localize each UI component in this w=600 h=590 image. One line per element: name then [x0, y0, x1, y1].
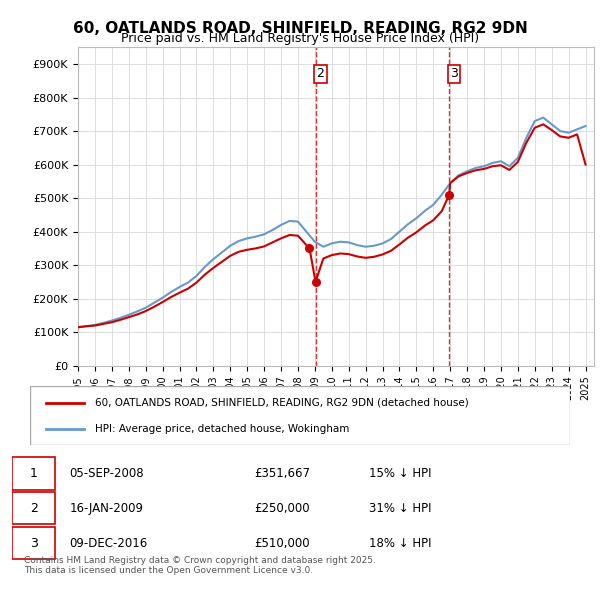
Point: [445, 190, 454, 199]
Text: 3: 3: [450, 67, 458, 80]
Text: 18% ↓ HPI: 18% ↓ HPI: [369, 536, 431, 549]
Text: £250,000: £250,000: [254, 502, 310, 514]
Text: Price paid vs. HM Land Registry's House Price Index (HPI): Price paid vs. HM Land Registry's House …: [121, 32, 479, 45]
Text: 05-SEP-2008: 05-SEP-2008: [70, 467, 144, 480]
Text: £351,667: £351,667: [254, 467, 310, 480]
Text: 60, OATLANDS ROAD, SHINFIELD, READING, RG2 9DN (detached house): 60, OATLANDS ROAD, SHINFIELD, READING, R…: [95, 398, 469, 408]
FancyBboxPatch shape: [12, 491, 55, 525]
FancyBboxPatch shape: [30, 386, 570, 445]
Text: 60, OATLANDS ROAD, SHINFIELD, READING, RG2 9DN: 60, OATLANDS ROAD, SHINFIELD, READING, R…: [73, 21, 527, 35]
Point: [305, 243, 314, 253]
Point: [311, 277, 320, 287]
Text: 2: 2: [316, 67, 324, 80]
Text: 15% ↓ HPI: 15% ↓ HPI: [369, 467, 431, 480]
Text: 1: 1: [29, 467, 38, 480]
Text: 3: 3: [29, 536, 38, 549]
Text: £510,000: £510,000: [254, 536, 310, 549]
Text: HPI: Average price, detached house, Wokingham: HPI: Average price, detached house, Woki…: [95, 424, 349, 434]
Text: 09-DEC-2016: 09-DEC-2016: [70, 536, 148, 549]
FancyBboxPatch shape: [12, 527, 55, 559]
FancyBboxPatch shape: [12, 457, 55, 490]
Text: 31% ↓ HPI: 31% ↓ HPI: [369, 502, 431, 514]
Text: 16-JAN-2009: 16-JAN-2009: [70, 502, 143, 514]
Text: 2: 2: [29, 502, 38, 514]
Text: Contains HM Land Registry data © Crown copyright and database right 2025.
This d: Contains HM Land Registry data © Crown c…: [24, 556, 376, 575]
